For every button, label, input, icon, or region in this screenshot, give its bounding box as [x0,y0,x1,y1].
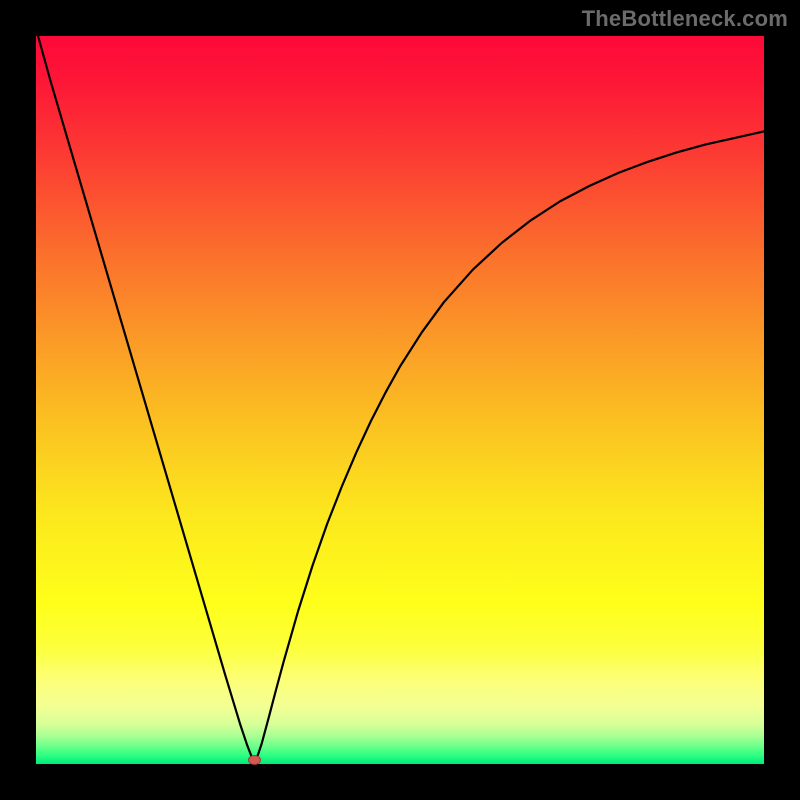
chart-frame: TheBottleneck.com [0,0,800,800]
plot-area [36,36,764,764]
minimum-marker [248,755,261,765]
bottleneck-curve [36,36,764,764]
curve-path [36,36,764,760]
watermark-text: TheBottleneck.com [582,6,788,32]
